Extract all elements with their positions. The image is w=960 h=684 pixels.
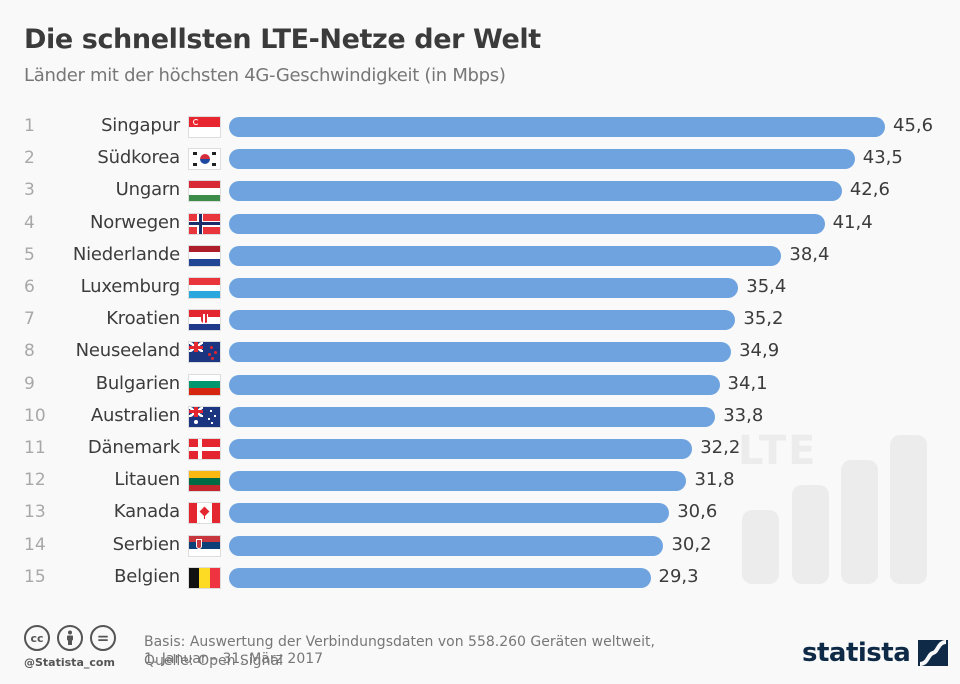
rank-label: 3 <box>24 180 35 201</box>
value-label: 42,6 <box>849 179 890 201</box>
value-label: 30,2 <box>671 533 712 555</box>
bar <box>229 374 720 395</box>
value-label: 34,1 <box>727 372 768 394</box>
value-label: 34,9 <box>739 340 780 362</box>
license-icons: cc = <box>24 625 116 651</box>
value-label: 35,2 <box>743 308 784 330</box>
country-label: Singapur <box>101 115 180 136</box>
rank-label: 10 <box>24 405 46 426</box>
country-label: Australien <box>90 404 180 426</box>
flag-bulgaria-icon <box>189 374 220 395</box>
country-label: Ungarn <box>115 179 181 201</box>
value-label: 45,6 <box>893 115 934 136</box>
country-label: Niederlande <box>72 243 180 265</box>
rank-label: 7 <box>24 309 35 330</box>
rank-label: 4 <box>24 212 35 233</box>
rank-label: 12 <box>24 470 46 491</box>
statista-wave-icon <box>918 640 949 666</box>
cc-icon: cc <box>24 625 50 651</box>
value-label: 30,6 <box>677 501 718 523</box>
flag-singapore-icon <box>189 117 220 137</box>
cc-label: cc <box>30 631 44 645</box>
bar <box>229 503 670 524</box>
flag-denmark-icon <box>189 439 220 459</box>
statista-logo[interactable]: statista <box>802 638 949 668</box>
flag-luxembourg-icon <box>189 278 220 298</box>
flag-netherlands-icon <box>189 245 220 266</box>
basis-note-line1: Basis: Auswertung der Verbindungsdaten v… <box>144 634 655 650</box>
twitter-handle: @Statista_com <box>24 656 115 669</box>
chart-title: Die schnellsten LTE-Netze der Welt <box>24 24 541 55</box>
signal-bar-1 <box>742 510 779 584</box>
bar <box>229 213 825 234</box>
flag-croatia-icon <box>189 310 220 331</box>
rank-label: 14 <box>24 534 46 555</box>
value-label: 29,3 <box>658 565 699 587</box>
bar <box>229 535 664 556</box>
bar <box>229 471 687 492</box>
lte-watermark: LTE <box>738 428 818 474</box>
value-label: 35,4 <box>746 276 787 297</box>
signal-bar-2 <box>792 485 829 584</box>
bar <box>229 310 736 331</box>
country-label: Dänemark <box>87 437 180 458</box>
signal-bar-4 <box>890 435 927 584</box>
value-label: 38,4 <box>789 243 830 265</box>
country-label: Serbien <box>112 533 181 555</box>
flag-lithuania-icon <box>189 471 220 492</box>
bar <box>229 406 716 427</box>
flag-new-zealand-icon <box>189 342 220 363</box>
rank-label: 2 <box>24 148 35 169</box>
flag-australia-icon <box>189 406 220 427</box>
country-label: Kroatien <box>106 308 180 330</box>
value-label: 31,8 <box>694 469 735 491</box>
bar <box>229 439 693 459</box>
flag-norway-icon <box>189 213 220 234</box>
country-label: Kanada <box>113 501 180 523</box>
bar <box>229 567 651 588</box>
country-label: Bulgarien <box>95 372 181 394</box>
value-label: 33,8 <box>723 404 764 426</box>
nd-label: = <box>96 629 110 647</box>
statista-mark-icon <box>918 640 949 666</box>
bar <box>229 245 782 266</box>
rank-label: 11 <box>24 438 46 458</box>
country-label: Neuseeland <box>75 340 181 362</box>
country-label: Belgien <box>114 565 180 587</box>
rank-label: 15 <box>24 566 46 587</box>
rank-label: 9 <box>24 373 35 394</box>
value-label: 41,4 <box>832 211 873 233</box>
country-label: Südkorea <box>97 147 180 169</box>
bar <box>229 181 842 202</box>
bar <box>229 342 732 363</box>
rank-label: 6 <box>24 277 35 297</box>
flag-canada-icon <box>189 503 220 524</box>
by-icon <box>57 625 83 651</box>
rank-label: 5 <box>24 244 35 265</box>
country-label: Norwegen <box>90 211 180 233</box>
rank-label: 1 <box>24 116 35 136</box>
value-label: 43,5 <box>862 147 903 169</box>
flag-serbia-icon <box>189 535 220 556</box>
rank-label: 13 <box>24 502 46 523</box>
person-icon <box>67 630 73 645</box>
flag-belgium-icon <box>189 567 220 588</box>
basis-note-line2: 1. Januar – 31. März 2017 <box>144 651 324 667</box>
nd-icon: = <box>90 625 116 651</box>
country-label: Litauen <box>114 469 180 491</box>
flag-hungary-icon <box>189 181 220 202</box>
bar <box>229 149 855 170</box>
country-label: Luxemburg <box>80 276 181 297</box>
rank-label: 8 <box>24 341 35 362</box>
bar <box>229 117 885 137</box>
flag-south-korea-icon <box>189 149 220 170</box>
bar <box>229 278 739 298</box>
chart-subtitle: Länder mit der höchsten 4G-Geschwindigke… <box>24 65 506 86</box>
signal-bar-3 <box>841 460 878 584</box>
brand-name: statista <box>802 638 911 668</box>
value-label: 32,2 <box>700 437 741 458</box>
source-note: Quelle: Open Signal <box>144 653 283 669</box>
